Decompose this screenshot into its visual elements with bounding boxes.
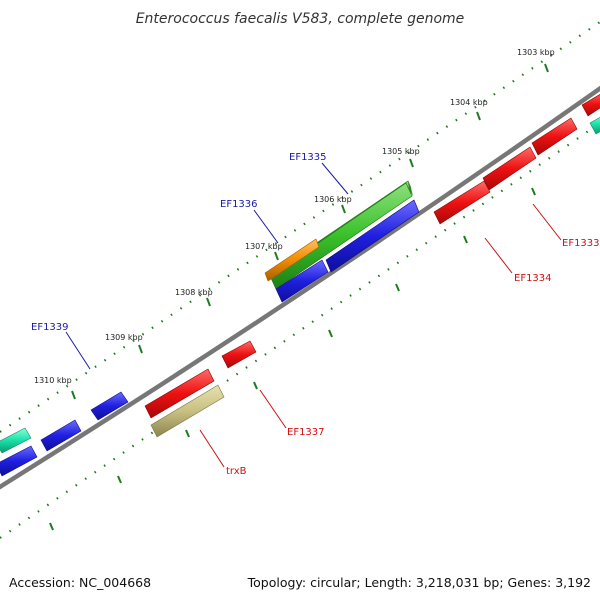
- gene-label-ef1339: EF1339: [31, 322, 69, 333]
- gene-red-far-right[interactable]: [581, 92, 600, 117]
- tick-label-1303: 1303 kbp: [517, 48, 555, 57]
- gene-label-ef1333: EF1333: [562, 238, 600, 249]
- gene-label-ef1335: EF1335: [289, 152, 327, 163]
- accession-text: Accession: NC_004668: [9, 575, 151, 590]
- major-ticks: [49, 63, 549, 531]
- gene-ef1337[interactable]: [144, 368, 215, 419]
- outer-tick-row: [0, 21, 600, 433]
- gene-label-ef1334: EF1334: [514, 273, 552, 284]
- gene-teal-right[interactable]: [589, 115, 600, 135]
- gene-ef1333[interactable]: [531, 117, 578, 156]
- tick-label-1304: 1304 kbp: [450, 98, 488, 107]
- gene-blue-ef1336[interactable]: [275, 259, 329, 303]
- tick-label-1306: 1306 kbp: [314, 195, 352, 204]
- gene-trxb[interactable]: [150, 384, 225, 438]
- gene-red-mid[interactable]: [433, 180, 491, 225]
- gene-ef1339[interactable]: [90, 391, 129, 421]
- genome-summary-text: Topology: circular; Length: 3,218,031 bp…: [247, 575, 591, 590]
- gene-blue-left-edge[interactable]: [0, 445, 38, 477]
- gene-ef1336-orange[interactable]: [264, 238, 320, 282]
- map-title: Enterococcus faecalis V583, complete gen…: [136, 11, 465, 27]
- tick-label-1309: 1309 kbp: [105, 333, 143, 342]
- tick-label-1310: 1310 kbp: [34, 376, 72, 385]
- gene-red-small[interactable]: [221, 340, 257, 369]
- label-leaders: [65, 162, 562, 468]
- gene-teal-left[interactable]: [0, 427, 32, 454]
- tick-label-1307: 1307 kbp: [245, 242, 283, 251]
- tick-label-1308: 1308 kbp: [175, 288, 213, 297]
- gene-label-trxb: trxB: [226, 466, 247, 477]
- tick-label-1305: 1305 kbp: [382, 147, 420, 156]
- gene-blue-upper[interactable]: [325, 199, 420, 273]
- gene-blue-left-mid[interactable]: [40, 419, 82, 452]
- inner-tick-row: [0, 122, 600, 539]
- gene-label-ef1336: EF1336: [220, 199, 258, 210]
- gene-ef1335-green[interactable]: [269, 180, 413, 290]
- genome-backbone: [0, 85, 600, 490]
- gene-label-ef1337: EF1337: [287, 427, 325, 438]
